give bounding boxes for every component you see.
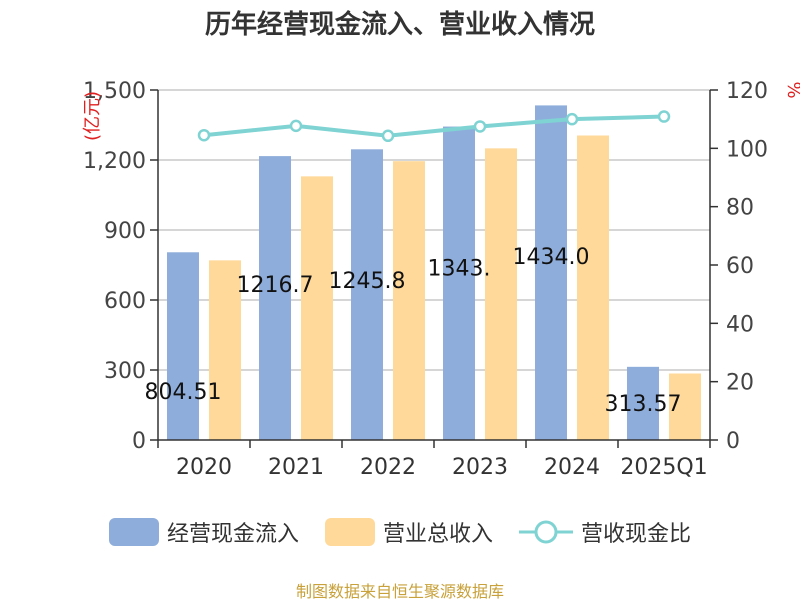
bars: [167, 105, 701, 441]
bar-revenue: [485, 148, 517, 441]
bar-revenue: [209, 260, 241, 440]
bar-cash-inflow: [627, 366, 659, 440]
ratio-point: [197, 128, 211, 142]
x-axis-tick-label: 2024: [544, 455, 600, 480]
ratio-point: [381, 129, 395, 143]
bar-cash-inflow: [443, 126, 475, 441]
bar-revenue: [669, 373, 701, 440]
bar-cash-inflow: [259, 156, 291, 440]
left-axis-tick-label: 600: [104, 289, 146, 314]
bar-revenue: [393, 161, 425, 440]
bar-revenue: [301, 176, 333, 441]
left-axis-tick-label: 1,200: [83, 149, 146, 174]
legend-item-revenue[interactable]: 营业总收入: [324, 516, 493, 548]
bar-cash-inflow: [535, 105, 567, 441]
data-label-cash-inflow: 1343.: [428, 257, 491, 282]
x-axis-tick-label: 2025Q1: [620, 455, 707, 480]
chart-title: 历年经营现金流入、营业收入情况: [204, 10, 595, 40]
data-label-cash-inflow: 1245.8: [329, 269, 406, 294]
x-axis-tick-label: 2021: [268, 455, 324, 480]
bar-cash-inflow: [351, 149, 383, 440]
right-axis-tick-label: 20: [726, 371, 754, 396]
right-axis-tick-label: 0: [726, 429, 740, 454]
left-axis-tick-label: 300: [104, 359, 146, 384]
x-axis-tick-label: 2022: [360, 455, 416, 480]
legend-label-cash-inflow: 经营现金流入: [166, 522, 299, 547]
ratio-point: [473, 120, 487, 133]
right-axis-tick-label: 100: [726, 137, 768, 162]
right-axis-tick-label: 80: [726, 196, 754, 221]
x-axis-tick-label: 2020: [176, 455, 232, 480]
data-label-cash-inflow: 1216.7: [237, 273, 314, 298]
right-axis-unit-label: %: [783, 81, 800, 98]
legend-item-cash-inflow[interactable]: 经营现金流入: [108, 516, 299, 548]
ratio-line: [203, 114, 665, 138]
left-axis-tick-label: 0: [132, 429, 146, 454]
data-label-cash-inflow: 1434.0: [513, 245, 590, 270]
data-label-cash-inflow: 313.57: [605, 392, 682, 417]
legend-swatch-revenue: [324, 518, 375, 546]
axes: 0 300 600 900 1,200 1,500 0 20 40 60 80 100 120 (亿元)%…: [82, 79, 800, 480]
ratio-point: [657, 110, 671, 123]
ratio-point: [289, 119, 303, 133]
legend-item-ratio[interactable]: 营收现金比: [519, 516, 691, 548]
bar-cash-inflow: [167, 252, 199, 440]
left-axis-tick-label: 1,500: [83, 79, 146, 104]
right-axis-tick-label: 60: [726, 254, 754, 279]
gridlines: [158, 89, 710, 371]
left-axis-tick-label: 900: [104, 219, 146, 244]
data-labels: 804.51 1216.7 1245.8 1343. 1434.0 313.57: [145, 245, 682, 417]
legend-label-ratio: 营收现金比: [581, 522, 692, 547]
left-axis-unit-label: (亿元): [82, 91, 103, 141]
legend: 经营现金流入 营业总收入 营收现金比: [0, 516, 800, 548]
right-axis-tick-label: 120: [726, 79, 768, 104]
legend-label-revenue: 营业总收入: [382, 522, 493, 547]
ratio-point: [565, 112, 579, 126]
source-note: 制图数据来自恒生聚源数据库: [295, 582, 504, 601]
right-axis-tick-label: 40: [726, 312, 754, 337]
legend-line-marker-icon: [519, 520, 573, 544]
bar-revenue: [577, 135, 609, 440]
legend-swatch-cash-inflow: [108, 518, 159, 546]
ratio-line-series: [197, 110, 671, 143]
data-label-cash-inflow: 804.51: [145, 380, 222, 405]
x-axis-tick-label: 2023: [452, 455, 508, 480]
